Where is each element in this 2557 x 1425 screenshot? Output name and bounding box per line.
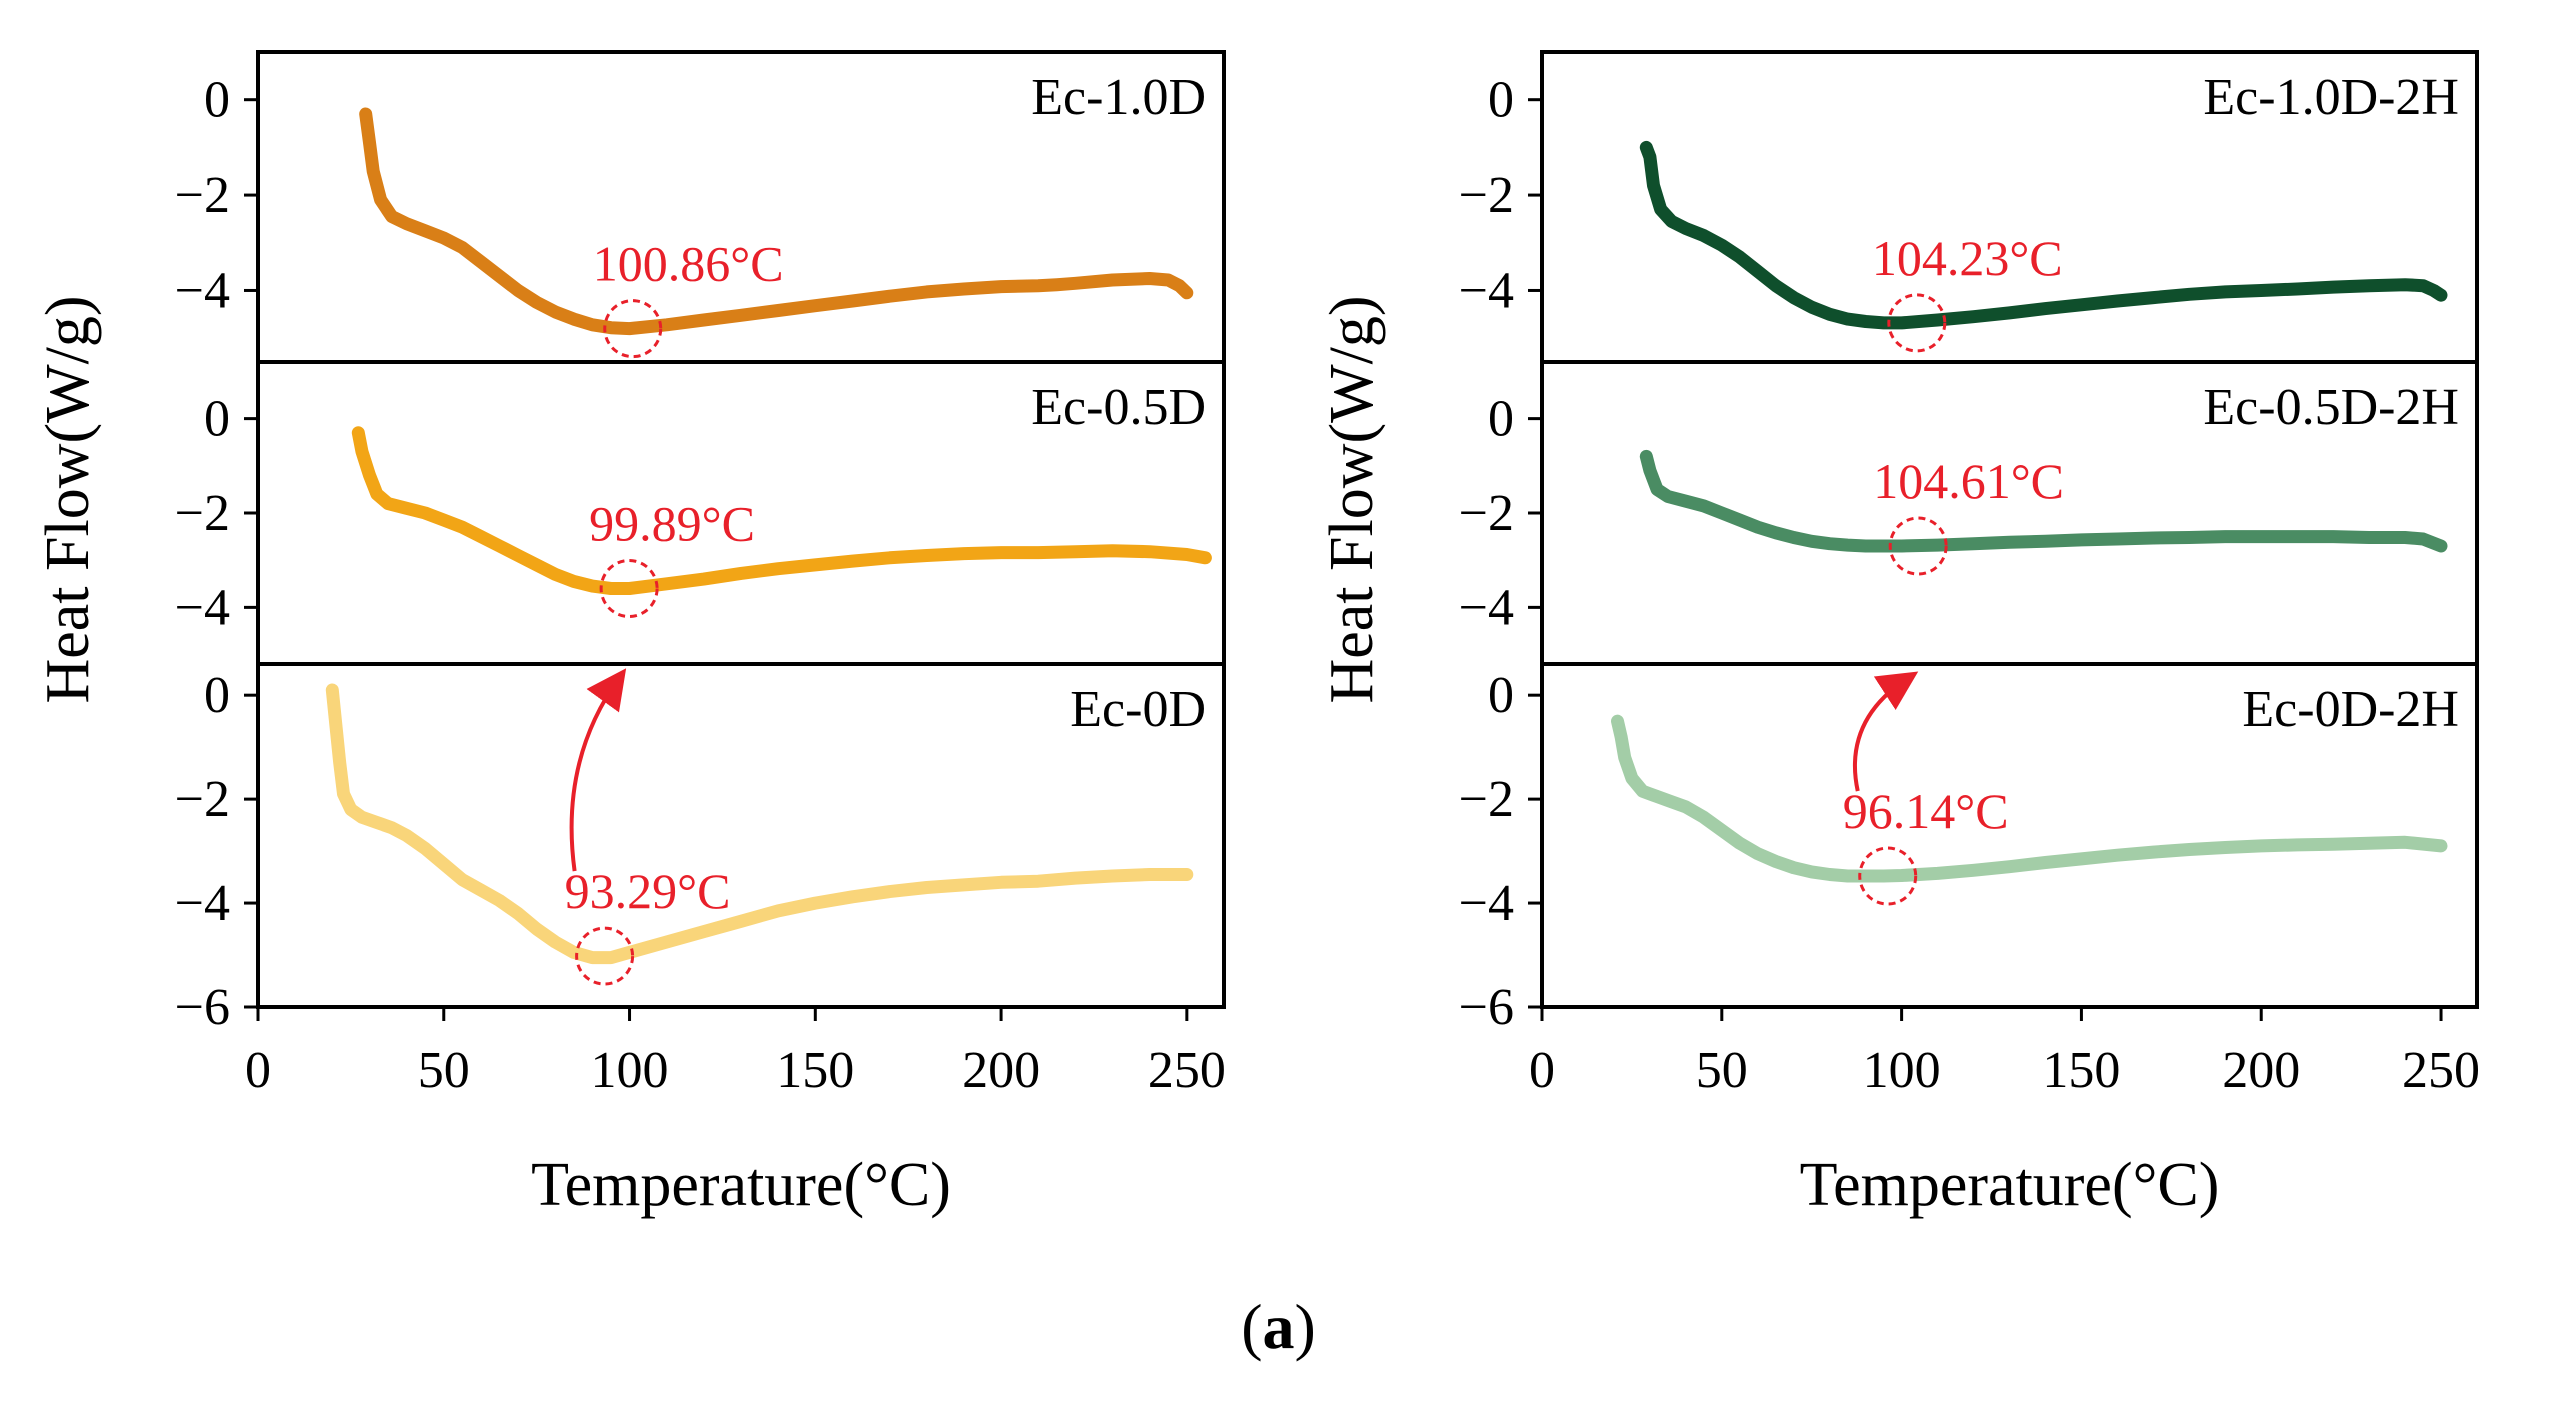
- series-line-ec-0.5d-2h: [1639, 449, 2448, 553]
- x-tick-label: 150: [776, 1042, 854, 1099]
- series-line-ec-1.0d: [359, 107, 1194, 336]
- y-tick-label: −4: [1459, 579, 1514, 636]
- y-tick-label: −4: [1459, 875, 1514, 932]
- right-chart-panel: 0 −2 −4 Ec-1.0D-2H 104.23°C 0 −2 −4 Ec-0.5D-2H 10…: [1318, 50, 2480, 1219]
- peak-marker-circle: [599, 559, 659, 618]
- caption-letter: a: [1262, 1291, 1295, 1362]
- x-axis-title: Temperature(°C): [531, 1151, 951, 1219]
- peak-annotation-label: 93.29°C: [565, 863, 731, 919]
- y-tick-label: −6: [175, 979, 230, 1036]
- figure-caption: (a): [0, 1290, 2557, 1364]
- x-tick-label: 250: [1148, 1042, 1226, 1099]
- shift-arrow: [569, 668, 627, 872]
- series-label: Ec-0D: [1070, 681, 1206, 738]
- peak-annotation-label: 104.23°C: [1872, 230, 2063, 286]
- x-tick-label: 0: [1529, 1042, 1555, 1099]
- y-tick-label: 0: [1488, 72, 1514, 129]
- series-line-ec-0.5d: [351, 426, 1212, 595]
- peak-marker-circle: [1858, 846, 1918, 906]
- plot-frame: [256, 50, 1226, 1009]
- x-tick-label: 100: [591, 1042, 669, 1099]
- y-tick-label: 0: [204, 72, 230, 129]
- shift-arrow: [1852, 671, 1919, 792]
- x-tick-label: 150: [2042, 1042, 2120, 1099]
- y-tick-label: 0: [1488, 667, 1514, 724]
- peak-marker-circle: [1887, 293, 1947, 353]
- series-line-ec-1.0d-2h: [1639, 140, 2448, 330]
- y-tick-label: −2: [175, 771, 230, 828]
- x-axis-title: Temperature(°C): [1800, 1151, 2220, 1219]
- y-tick-label: −6: [1459, 979, 1514, 1036]
- series-line-ec-0d-2h: [1611, 714, 2448, 883]
- x-tick-label: 0: [245, 1042, 271, 1099]
- y-tick-label: −4: [1459, 262, 1514, 319]
- caption-open: (: [1241, 1291, 1263, 1362]
- y-tick-label: −2: [175, 485, 230, 542]
- series-label: Ec-1.0D: [1031, 69, 1206, 126]
- series-label: Ec-1.0D-2H: [2203, 69, 2459, 126]
- y-tick-label: 0: [204, 667, 230, 724]
- y-axis-title: Heat Flow(W/g): [1318, 295, 1386, 703]
- left-chart-panel: 0 −2 −4 Ec-1.0D 100.86°C 0 −2 −4 Ec-0.5D 99.89°C 0…: [34, 50, 1226, 1219]
- x-tick-label: 50: [418, 1042, 470, 1099]
- x-tick-label: 250: [2402, 1042, 2480, 1099]
- y-tick-label: −2: [175, 167, 230, 224]
- y-tick-label: 0: [204, 391, 230, 448]
- y-tick-label: −4: [175, 579, 230, 636]
- peak-marker-circle: [575, 926, 635, 986]
- x-tick-label: 50: [1696, 1042, 1748, 1099]
- plot-frame: [1540, 50, 2479, 1009]
- x-tick-label: 200: [962, 1042, 1040, 1099]
- y-tick-label: −2: [1459, 485, 1514, 542]
- caption-close: ): [1294, 1291, 1316, 1362]
- series-line-ec-0d: [325, 683, 1194, 965]
- peak-annotation-label: 96.14°C: [1843, 783, 2009, 839]
- y-axis-title: Heat Flow(W/g): [34, 295, 102, 703]
- peak-annotation-label: 99.89°C: [589, 496, 755, 552]
- series-label: Ec-0.5D: [1031, 379, 1206, 436]
- y-tick-label: −4: [175, 875, 230, 932]
- x-tick-label: 100: [1863, 1042, 1941, 1099]
- peak-annotation-label: 104.61°C: [1873, 453, 2064, 509]
- y-tick-label: −4: [175, 262, 230, 319]
- y-tick-label: −2: [1459, 167, 1514, 224]
- series-label: Ec-0D-2H: [2242, 681, 2459, 738]
- peak-annotation-label: 100.86°C: [593, 236, 784, 292]
- y-tick-label: −2: [1459, 771, 1514, 828]
- peak-marker-circle: [603, 299, 663, 359]
- y-tick-label: 0: [1488, 391, 1514, 448]
- x-tick-label: 200: [2222, 1042, 2300, 1099]
- peak-marker-circle: [1888, 516, 1948, 576]
- series-label: Ec-0.5D-2H: [2203, 379, 2459, 436]
